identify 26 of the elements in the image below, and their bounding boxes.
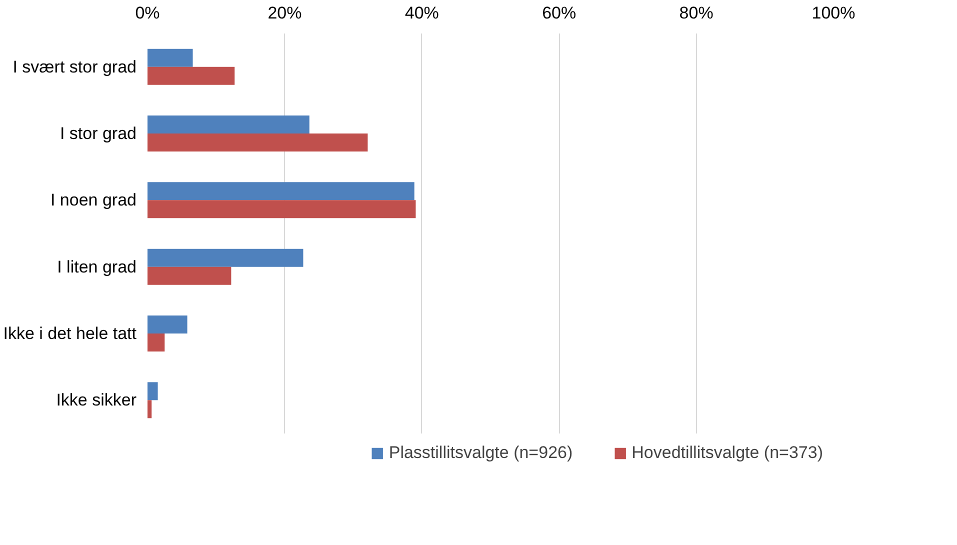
y-tick-label: I svært stor grad [12,57,137,76]
y-tick-label: Ikke i det hele tatt [3,324,137,343]
bar [148,48,193,67]
legend-label: Hovedtillitsvalgte (n=373) [632,443,823,463]
bar [148,316,188,334]
y-tick-label: I noen grad [50,190,137,210]
bar [148,266,232,285]
x-tick-label: 20% [268,4,302,22]
bar [148,382,158,400]
bar [148,400,152,418]
bar [148,334,165,352]
bar [148,66,235,85]
bar [148,116,310,134]
x-tick-label: 100% [812,4,856,22]
y-tick-label: I liten grad [57,257,137,276]
legend-label: Plasstillitsvalgte (n=926) [388,443,573,463]
bar [148,182,414,200]
y-tick-label: Ikke sikker [56,390,137,410]
bar [148,248,304,267]
x-tick-label: 40% [404,4,439,22]
bar [148,200,416,218]
x-tick-label: 0% [135,4,160,22]
bar [148,134,368,152]
x-tick-label: 60% [542,4,576,22]
y-tick-label: I stor grad [60,124,137,143]
x-tick-label: 80% [679,4,714,22]
